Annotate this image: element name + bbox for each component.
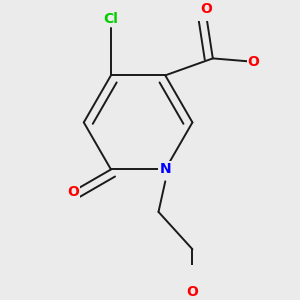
Text: N: N xyxy=(160,163,171,176)
Text: O: O xyxy=(200,2,212,16)
Text: Cl: Cl xyxy=(103,12,118,26)
Text: O: O xyxy=(187,285,198,299)
Text: O: O xyxy=(67,184,79,199)
Text: O: O xyxy=(248,55,260,69)
